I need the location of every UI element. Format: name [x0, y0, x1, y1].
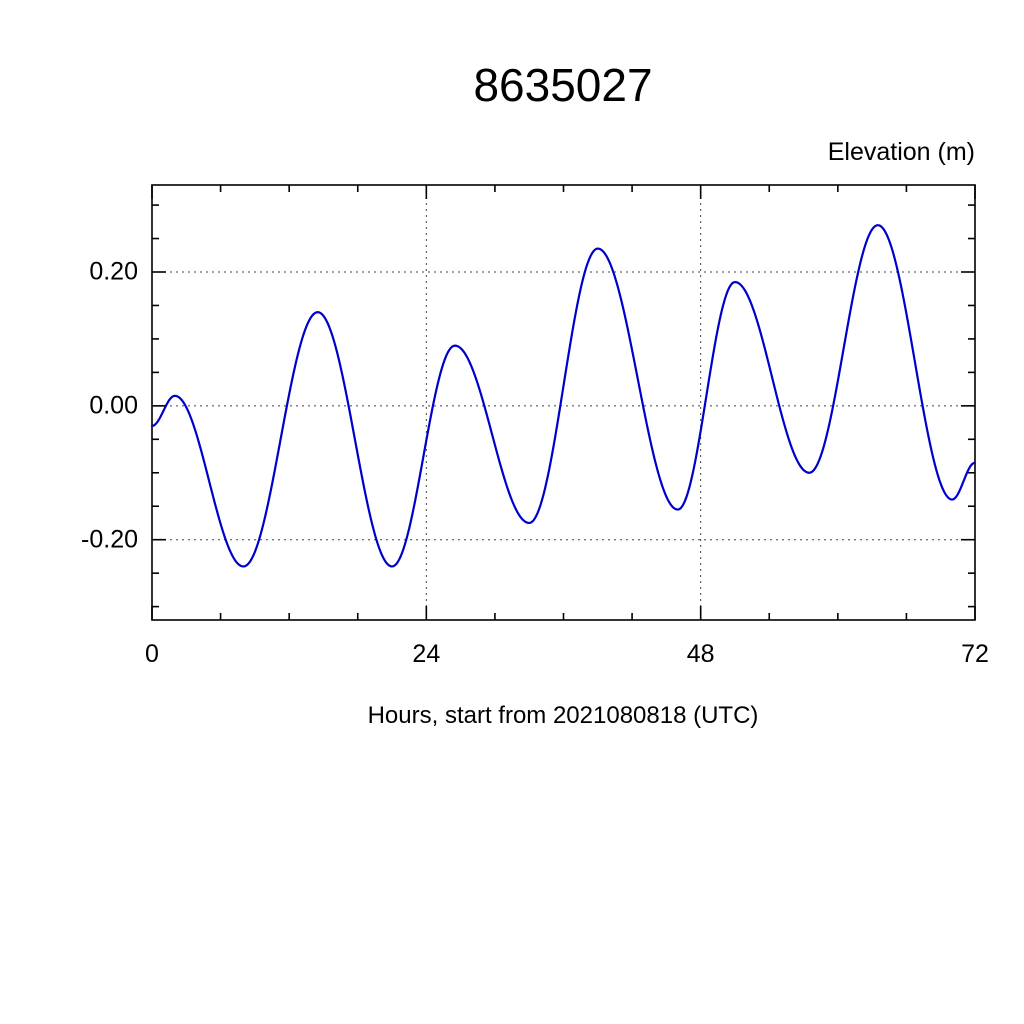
x-tick-label: 24	[412, 640, 441, 668]
elevation-curve	[150, 224, 977, 568]
x-tick-label: 72	[961, 640, 989, 668]
y-tick-label: 0.20	[89, 257, 138, 286]
y-axis-label: Elevation (m)	[827, 138, 975, 166]
chart-title: 8635027	[473, 59, 653, 111]
y-tick-label: 0.00	[89, 391, 138, 420]
x-tick-label: 48	[686, 640, 715, 668]
y-tick-label: -0.20	[81, 525, 138, 554]
x-tick-label: 0	[145, 640, 159, 668]
plot-frame	[151, 184, 976, 621]
x-axis-label: Hours, start from 2021080818 (UTC)	[367, 702, 759, 729]
